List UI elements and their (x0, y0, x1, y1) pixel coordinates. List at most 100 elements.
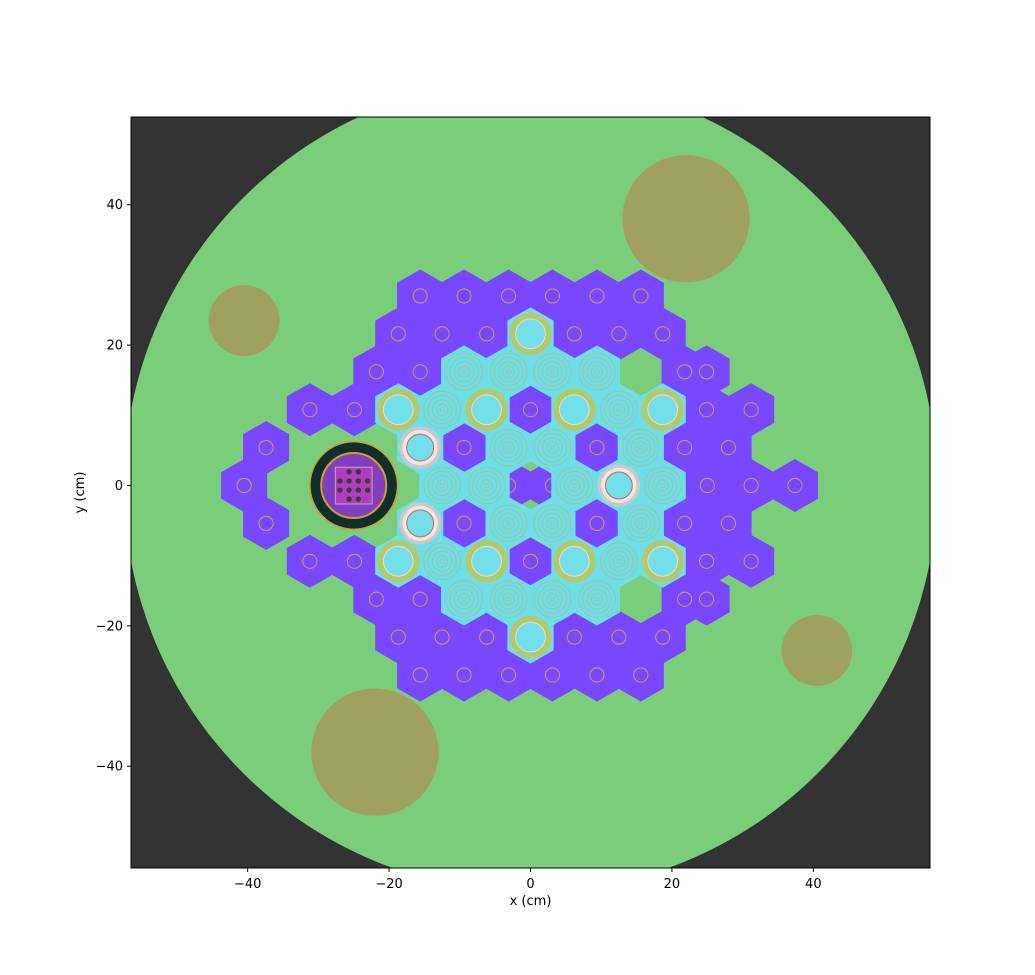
moderator-ring (643, 466, 682, 505)
moderator-ring (505, 596, 512, 602)
moderator-ring (435, 555, 449, 568)
moderator-ring (435, 479, 449, 492)
fuel-pin-outline (434, 629, 450, 645)
water-hole (647, 545, 679, 577)
y-tick-label: 0 (115, 479, 123, 494)
fuel-pin-outline (677, 440, 693, 456)
water-hole (558, 394, 590, 426)
moderator-ring (546, 441, 559, 454)
moderator-ring (537, 432, 568, 463)
irradiation-channel-pin (346, 478, 352, 484)
moderator-ring (476, 475, 498, 496)
moderator-ring (423, 542, 461, 581)
absorber-rod (781, 615, 853, 686)
moderator-ring (484, 482, 490, 489)
moderator-ring (427, 470, 457, 501)
fuel-pin-outline (522, 402, 539, 418)
irradiation-channel-pin (364, 487, 371, 493)
moderator-ring (537, 584, 568, 614)
fuel-pin-outline (434, 326, 450, 342)
fuel-hex (683, 572, 730, 626)
irradiation-channel-pin (364, 478, 371, 484)
moderator-ring (498, 437, 519, 458)
moderator-ring (590, 365, 604, 378)
moderator-ring (604, 546, 634, 576)
moderator-ring (533, 428, 572, 467)
moderator-ring (489, 580, 528, 619)
moderator-ring (505, 444, 512, 451)
fuel-pin-outline (677, 591, 693, 607)
fuel-pin-outline (302, 553, 318, 569)
water-hole (515, 621, 546, 653)
fuel-pin-outline (412, 591, 428, 607)
fuel-pin-outline (258, 515, 274, 531)
moderator-ring (571, 482, 577, 489)
fuel-pin-outline (655, 629, 671, 645)
moderator-ring (549, 596, 556, 602)
moderator-ring (439, 558, 445, 564)
absorber-rod (311, 688, 439, 816)
moderator-ring (582, 357, 612, 387)
fuel-pin-outline (368, 591, 384, 607)
fuel-pin-outline (720, 440, 737, 456)
fuel-pin-outline (589, 515, 605, 531)
fuel-pin-outline (302, 402, 318, 418)
moderator-ring (472, 470, 502, 501)
irradiation-channel-pin (355, 469, 362, 475)
water-hole (471, 394, 503, 426)
water-hole (515, 318, 546, 350)
moderator-ring (439, 407, 445, 413)
moderator-ring (449, 357, 479, 387)
moderator-ring (467, 466, 506, 505)
moderator-ring (457, 593, 471, 606)
moderator-ring (549, 444, 556, 451)
moderator-ring (445, 580, 483, 619)
moderator-ring (621, 504, 660, 543)
moderator-ring (453, 588, 475, 610)
fuel-pin-outline (346, 402, 363, 418)
fuel-pin-outline (479, 326, 495, 342)
fuel-pin-outline (501, 667, 517, 683)
moderator-ring (630, 437, 652, 458)
moderator-ring (621, 428, 660, 467)
moderator-ring (616, 558, 622, 564)
moderator-ring (616, 407, 622, 413)
fuel-pin-outline (589, 440, 605, 456)
moderator-ring (656, 479, 669, 492)
moderator-ring (498, 588, 519, 610)
fuel-pin-outline (456, 440, 472, 456)
moderator-ring (533, 580, 572, 619)
fuel-pin-outline (787, 477, 803, 494)
fuel-pin-outline (720, 515, 737, 531)
moderator-ring (480, 479, 493, 492)
moderator-ring (493, 432, 524, 463)
moderator-ring (445, 352, 483, 391)
moderator-ring (546, 593, 559, 606)
moderator-ring (594, 596, 600, 602)
moderator-ring (634, 517, 647, 530)
fuel-pin-outline (258, 440, 274, 456)
moderator-ring (559, 470, 589, 501)
y-tick-label: −20 (96, 619, 123, 634)
moderator-ring (423, 466, 461, 505)
moderator-ring (493, 357, 524, 387)
moderator-ring (586, 361, 608, 383)
y-axis-label: y (cm) (73, 472, 88, 514)
fuel-pin-outline (633, 288, 649, 304)
moderator-ring (578, 352, 616, 391)
irradiation-channel-pin (346, 496, 352, 502)
moderator-ring (537, 508, 568, 539)
fuel-hex (243, 496, 290, 550)
moderator-ring (638, 444, 644, 451)
moderator-ring (493, 508, 524, 539)
fuel-pin-outline (677, 515, 693, 531)
moderator-ring (533, 352, 572, 391)
fuel-pin-outline (412, 364, 428, 380)
fuel-pin-outline (456, 288, 472, 304)
fuel-pin-outline (412, 288, 428, 304)
moderator-ring (505, 520, 512, 527)
y-tick-label: 20 (106, 339, 123, 354)
moderator-ring (453, 361, 475, 383)
fuel-pin-outline (633, 667, 649, 683)
